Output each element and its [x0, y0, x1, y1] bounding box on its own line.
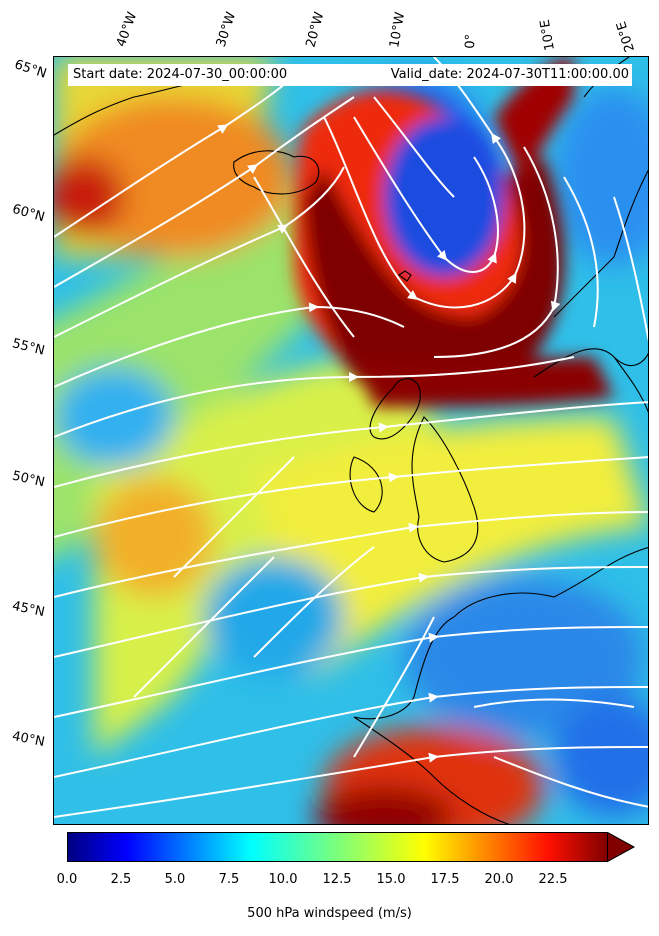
map-panel	[53, 56, 649, 825]
latitude-label: 65°N	[12, 57, 49, 82]
latitude-label: 55°N	[10, 336, 47, 359]
longitude-label: 10°E	[537, 18, 558, 52]
colorbar-tick-label: 12.5	[322, 872, 352, 887]
colorbar-gradient	[67, 832, 608, 862]
windspeed-map	[54, 57, 648, 824]
colorbar-tick-label: 7.5	[218, 872, 240, 887]
colorbar-tick-label: 20.0	[484, 872, 514, 887]
colorbar-tick-label: 10.0	[268, 872, 298, 887]
colorbar	[67, 832, 636, 863]
colorbar-tick-label: 2.5	[110, 872, 132, 887]
valid-date: Valid_date: 2024-07-30T11:00:00.00	[390, 67, 629, 82]
start-date: Start date: 2024-07-30_00:00:00	[73, 67, 288, 82]
colorbar-label: 500 hPa windspeed (m/s)	[247, 906, 412, 921]
longitude-label: 10°W	[387, 11, 409, 50]
longitude-label: 20°E	[614, 19, 638, 54]
streamlines	[54, 57, 648, 818]
colorbar-tick-label: 15.0	[376, 872, 406, 887]
longitude-label: 20°W	[303, 10, 328, 49]
longitude-label: 40°W	[113, 10, 141, 49]
longitude-label: 30°W	[213, 10, 240, 49]
latitude-label: 40°N	[10, 729, 46, 750]
latitude-label: 45°N	[10, 598, 46, 621]
colorbar-tick-label: 22.5	[538, 872, 568, 887]
colorbar-extend-arrow	[607, 832, 636, 863]
colorbar-tick-label: 17.5	[430, 872, 460, 887]
colorbar-tick-label: 5.0	[164, 872, 186, 887]
windspeed-field	[54, 57, 648, 824]
latitude-label: 60°N	[10, 201, 47, 226]
date-banner: Start date: 2024-07-30_00:00:00 Valid_da…	[68, 64, 632, 86]
latitude-label: 50°N	[10, 468, 47, 491]
longitude-label: 0°	[463, 33, 479, 49]
colorbar-tick-label: 0.0	[56, 872, 78, 887]
